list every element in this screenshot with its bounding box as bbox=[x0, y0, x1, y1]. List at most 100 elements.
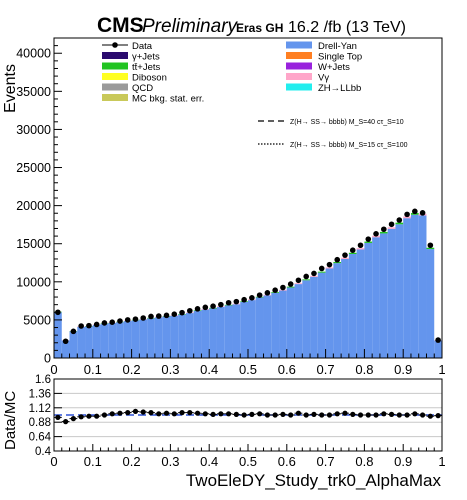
drell-yan-bar bbox=[178, 314, 186, 358]
drell-yan-bar bbox=[139, 319, 148, 358]
drell-yan-bar bbox=[379, 233, 388, 358]
ratio-point bbox=[55, 414, 61, 420]
main-y-tick-label: 30000 bbox=[16, 123, 51, 137]
data-point bbox=[117, 318, 123, 324]
data-point bbox=[202, 304, 209, 311]
ratio-y-axis-title: Data/MC bbox=[2, 391, 19, 450]
legend-swatch bbox=[286, 62, 312, 70]
data-point bbox=[388, 221, 395, 228]
data-point bbox=[148, 313, 154, 320]
ratio-point bbox=[435, 413, 441, 419]
minor-background-bar bbox=[403, 216, 411, 219]
data-point bbox=[311, 270, 317, 277]
main-x-tick-label: 0.2 bbox=[123, 362, 141, 377]
drell-yan-bar bbox=[209, 308, 217, 358]
data-point bbox=[101, 320, 108, 326]
ratio-point bbox=[365, 412, 371, 418]
preliminary-label: Preliminary bbox=[142, 16, 239, 37]
cms-label: CMS bbox=[97, 14, 144, 37]
data-point bbox=[357, 242, 364, 249]
minor-background-bar bbox=[395, 222, 404, 225]
legend-label: Data bbox=[132, 41, 153, 52]
data-point bbox=[218, 301, 224, 308]
main-y-tick-label: 25000 bbox=[16, 161, 51, 175]
ratio-y-tick-label: 0.4 bbox=[35, 446, 52, 458]
ratio-point bbox=[63, 419, 69, 425]
legend-label: Single Top bbox=[318, 52, 362, 63]
ratio-point bbox=[412, 411, 418, 417]
minor-background-bar bbox=[426, 247, 435, 250]
drell-yan-bar bbox=[240, 302, 248, 358]
ratio-data-points bbox=[54, 408, 442, 425]
drell-yan-bar bbox=[372, 237, 380, 358]
minor-background-bar bbox=[317, 271, 326, 273]
ratio-point bbox=[94, 413, 100, 419]
minor-background-bar bbox=[387, 227, 396, 229]
ratio-point bbox=[109, 411, 115, 417]
data-point bbox=[272, 287, 278, 293]
data-point bbox=[412, 208, 418, 215]
data-point bbox=[280, 284, 286, 291]
main-x-tick-label: 0.6 bbox=[278, 362, 296, 377]
main-y-tick-label: 10000 bbox=[16, 275, 51, 289]
minor-background-bar bbox=[348, 252, 357, 254]
drell-yan-bar bbox=[271, 292, 280, 358]
drell-yan-bar bbox=[85, 326, 93, 358]
main-x-tick-label: 1 bbox=[438, 362, 445, 377]
drell-yan-bar bbox=[434, 340, 442, 358]
data-point bbox=[264, 290, 271, 296]
ratio-x-tick-label: 0.9 bbox=[394, 454, 412, 469]
ratio-point bbox=[357, 412, 364, 418]
drell-yan-bar bbox=[61, 340, 70, 358]
drell-yan-bar bbox=[317, 272, 326, 358]
legend-swatch bbox=[102, 83, 128, 91]
drell-yan-bar bbox=[333, 263, 342, 358]
ratio-point bbox=[163, 410, 170, 416]
ratio-point bbox=[218, 411, 224, 417]
data-point bbox=[373, 231, 379, 237]
data-point bbox=[155, 313, 162, 319]
data-point bbox=[349, 247, 356, 253]
ratio-point bbox=[233, 411, 239, 417]
drell-yan-bar bbox=[92, 324, 101, 358]
drell-yan-bar bbox=[325, 268, 334, 358]
data-point bbox=[171, 311, 178, 317]
drell-yan-bar bbox=[341, 258, 349, 358]
ratio-point bbox=[86, 413, 92, 419]
drell-yan-bar bbox=[403, 218, 411, 358]
data-point bbox=[62, 338, 69, 345]
legend-label: Vγ bbox=[318, 73, 329, 84]
minor-background-bar bbox=[333, 262, 342, 264]
data-point bbox=[365, 236, 372, 242]
ratio-point bbox=[264, 412, 270, 418]
drell-yan-bar bbox=[356, 249, 365, 358]
drell-yan-bar bbox=[123, 321, 132, 358]
ratio-point bbox=[334, 411, 340, 417]
data-point bbox=[318, 265, 325, 272]
legend-swatch bbox=[286, 41, 312, 49]
main-data-points bbox=[55, 208, 441, 345]
main-x-tick-label: 0 bbox=[50, 362, 57, 377]
main-x-tick-label: 0.3 bbox=[161, 362, 179, 377]
data-point bbox=[233, 298, 240, 305]
data-point bbox=[210, 303, 216, 309]
ratio-point bbox=[179, 410, 185, 416]
main-x-tick-label: 0.9 bbox=[394, 362, 412, 377]
drell-yan-bar bbox=[232, 304, 241, 358]
drell-yan-bar bbox=[193, 310, 202, 358]
main-y-axis-title: Events bbox=[2, 64, 19, 113]
legend-swatch bbox=[102, 52, 128, 59]
data-point bbox=[241, 296, 247, 303]
drell-yan-bar bbox=[77, 326, 86, 358]
drell-yan-bar bbox=[248, 300, 256, 358]
ratio-panel: 0.40.640.881.121.361.6 0 0.1 0.2 0.3 0.4 0.5 0… bbox=[2, 374, 446, 490]
drell-yan-bar bbox=[185, 313, 194, 358]
ratio-point bbox=[132, 408, 139, 414]
lumi-label: 16.2 /fb (13 TeV) bbox=[288, 19, 406, 36]
data-point bbox=[427, 242, 434, 249]
ratio-y-tick-label: 0.88 bbox=[29, 417, 51, 429]
data-point bbox=[435, 337, 441, 343]
minor-background-bar bbox=[325, 267, 334, 269]
drell-yan-bar bbox=[364, 242, 373, 358]
ratio-y-ticks: 0.4 0.64 0.88 1.12 1.36 1.6 bbox=[29, 374, 62, 458]
